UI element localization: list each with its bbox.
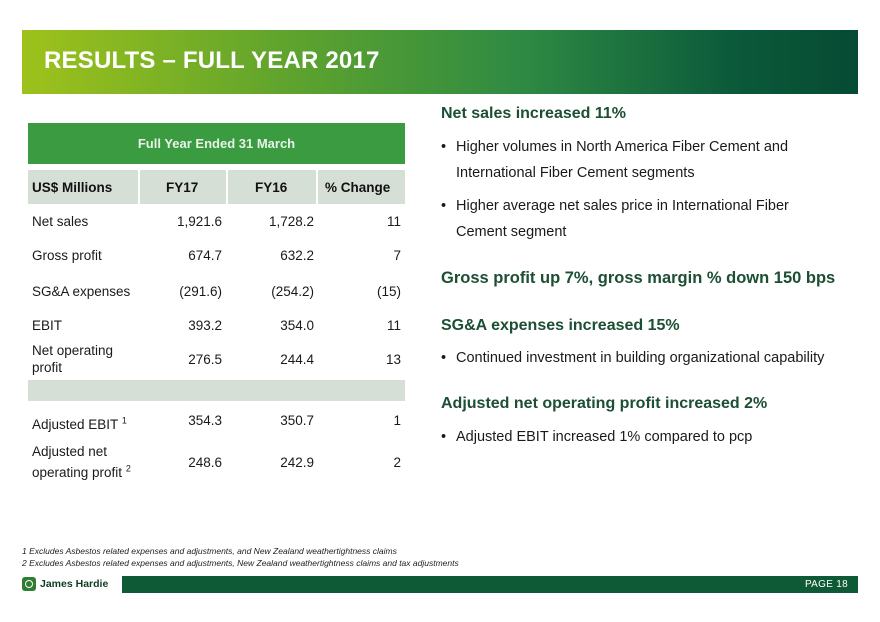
- bullet-icon: •: [441, 350, 447, 366]
- heading-net-sales: Net sales increased 11%: [441, 105, 627, 122]
- page-number: PAGE 18: [804, 579, 848, 590]
- change-value: (15): [376, 284, 401, 299]
- row-label: Gross profit: [32, 248, 102, 263]
- change-value: 2: [393, 455, 401, 470]
- row-label-text: Adjusted EBIT: [32, 417, 119, 432]
- row-label: EBIT: [32, 318, 63, 333]
- table-row: Net operating profit 276.5 244.4 13: [28, 343, 405, 379]
- fy16-value: 1,728.2: [268, 214, 314, 229]
- logo-text: James Hardie: [40, 578, 109, 590]
- logo-mark-icon: [22, 577, 36, 591]
- heading-gross-profit: Gross profit up 7%, gross margin % down …: [441, 269, 836, 287]
- column-header-fy16: FY16: [228, 170, 316, 204]
- page-title: RESULTS – FULL YEAR 2017: [44, 47, 380, 74]
- table-row: Adjusted net operating profit 2 248.6 24…: [28, 444, 405, 484]
- bullet-icon: •: [441, 139, 447, 155]
- fy16-value: 354.0: [280, 318, 314, 333]
- fy17-value: 1,921.6: [176, 214, 222, 229]
- fy17-value: 354.3: [188, 413, 222, 428]
- bullet-text: Higher average net sales price in Intern…: [456, 198, 789, 214]
- row-label-line1: Adjusted net: [32, 444, 108, 459]
- table-separator: [28, 380, 405, 401]
- row-label-line1: Net operating: [32, 343, 114, 358]
- fy16-value: 244.4: [280, 352, 314, 367]
- column-header-us-millions: US$ Millions: [28, 170, 138, 204]
- row-label-text: operating profit: [32, 465, 123, 480]
- fy16-value: 350.7: [280, 413, 314, 428]
- fy16-value: 632.2: [280, 248, 314, 263]
- column-label: FY16: [255, 180, 288, 195]
- table-header: Full Year Ended 31 March: [28, 123, 405, 164]
- column-label: US$ Millions: [32, 180, 113, 195]
- column-header-change: % Change: [318, 170, 405, 204]
- fy17-value: 393.2: [188, 318, 222, 333]
- fy17-value: 276.5: [188, 352, 222, 367]
- change-value: 11: [386, 318, 401, 333]
- column-header-fy17: FY17: [140, 170, 226, 204]
- footnote-marker: 2: [125, 463, 131, 474]
- column-label: FY17: [166, 180, 199, 195]
- bullet-text: Adjusted EBIT increased 1% compared to p…: [456, 429, 753, 445]
- title-banner: RESULTS – FULL YEAR 2017: [22, 30, 858, 94]
- company-logo: James Hardie: [22, 577, 108, 591]
- heading-sga: SG&A expenses increased 15%: [441, 317, 680, 334]
- footnote-1: 1 Excludes Asbestos related expenses and…: [22, 546, 397, 556]
- fy17-value: (291.6): [179, 284, 222, 299]
- bullet-icon: •: [441, 429, 447, 445]
- fy17-value: 248.6: [188, 455, 222, 470]
- heading-adjusted-nop: Adjusted net operating profit increased …: [441, 395, 768, 412]
- footnote-2: 2 Excludes Asbestos related expenses and…: [22, 558, 459, 568]
- row-label: Net sales: [32, 214, 89, 229]
- row-label: SG&A expenses: [32, 284, 131, 299]
- bullet-text: Higher volumes in North America Fiber Ce…: [456, 139, 789, 155]
- footer-bar: PAGE 18: [122, 576, 858, 593]
- bullet-text: International Fiber Cement segments: [456, 165, 695, 181]
- fy16-value: (254.2): [271, 284, 314, 299]
- bullet-text: Cement segment: [456, 224, 567, 240]
- bullet-icon: •: [441, 198, 447, 214]
- row-label: Adjusted EBIT 1: [32, 415, 127, 432]
- fy17-value: 674.7: [188, 248, 222, 263]
- column-label: % Change: [325, 180, 391, 195]
- row-label-line2: profit: [32, 360, 63, 375]
- bullet-text: Continued investment in building organiz…: [456, 350, 825, 366]
- fy16-value: 242.9: [280, 455, 314, 470]
- change-value: 1: [393, 413, 401, 428]
- row-label-line2: operating profit 2: [32, 463, 131, 480]
- change-value: 7: [393, 248, 401, 263]
- change-value: 13: [385, 352, 401, 367]
- change-value: 11: [386, 214, 401, 229]
- footnote-marker: 1: [121, 415, 127, 426]
